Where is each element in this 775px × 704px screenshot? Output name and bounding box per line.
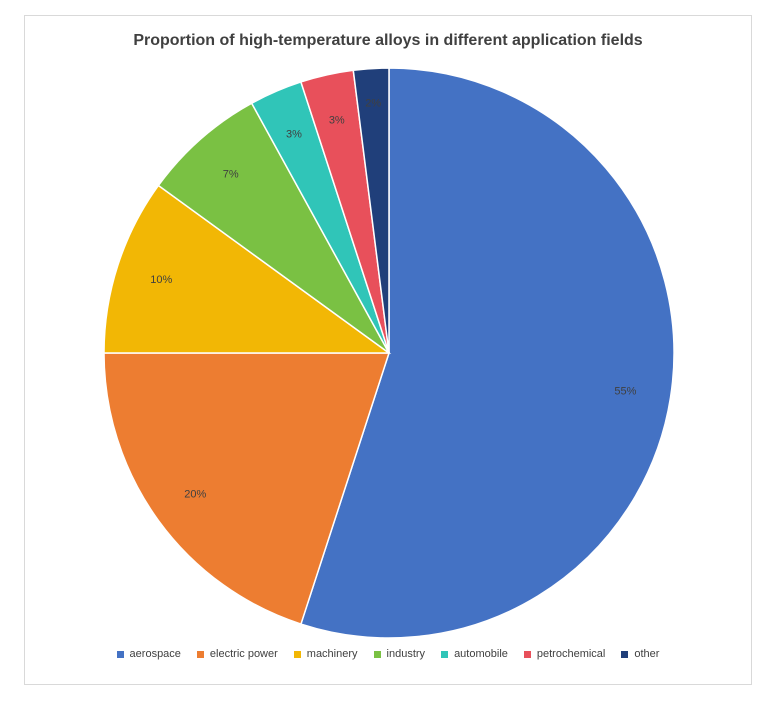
data-label-petrochemical: 3% [329, 114, 345, 126]
data-label-industry: 7% [223, 168, 239, 180]
data-label-automobile: 3% [286, 128, 302, 140]
chart-legend: aerospace electric power machinery industry… [25, 648, 751, 660]
pie-slice-other [352, 67, 390, 354]
legend-item-automobile: automobile [441, 648, 508, 660]
legend-item-machinery: machinery [293, 648, 358, 660]
legend-swatch [373, 650, 381, 658]
pie-chart: 55% 20% 10% 7% 3% 3% 2% [103, 67, 675, 639]
pie-slice-industry [157, 102, 390, 354]
data-label-machinery: 10% [150, 274, 172, 286]
legend-label: industry [386, 648, 426, 660]
legend-item-industry: industry [373, 648, 426, 660]
data-label-other: 2% [365, 98, 381, 110]
data-label-aerospace: 55% [614, 385, 636, 397]
legend-label: electric power [209, 648, 278, 660]
legend-swatch [196, 650, 204, 658]
legend-label: machinery [306, 648, 358, 660]
legend-swatch [293, 650, 301, 658]
legend-label: petrochemical [536, 648, 606, 660]
chart-frame: Proportion of high-temperature alloys in… [24, 15, 752, 685]
legend-item-petrochemical: petrochemical [523, 648, 606, 660]
legend-label: aerospace [129, 648, 181, 660]
legend-swatch [441, 650, 449, 658]
pie-slice-machinery [103, 184, 392, 354]
chart-title: Proportion of high-temperature alloys in… [133, 32, 643, 49]
legend-item-other: other [621, 648, 659, 660]
legend-swatch [523, 650, 531, 658]
data-label-electric-power: 20% [184, 489, 206, 501]
legend-label: automobile [454, 648, 508, 660]
legend-label: other [634, 648, 660, 660]
legend-item-electric-power: electric power [196, 648, 278, 660]
legend-swatch [621, 650, 629, 658]
legend-item-aerospace: aerospace [116, 648, 181, 660]
legend-swatch [116, 650, 124, 658]
pie-slice-electric-power [103, 352, 391, 625]
pie-slice-aerospace [299, 67, 675, 639]
